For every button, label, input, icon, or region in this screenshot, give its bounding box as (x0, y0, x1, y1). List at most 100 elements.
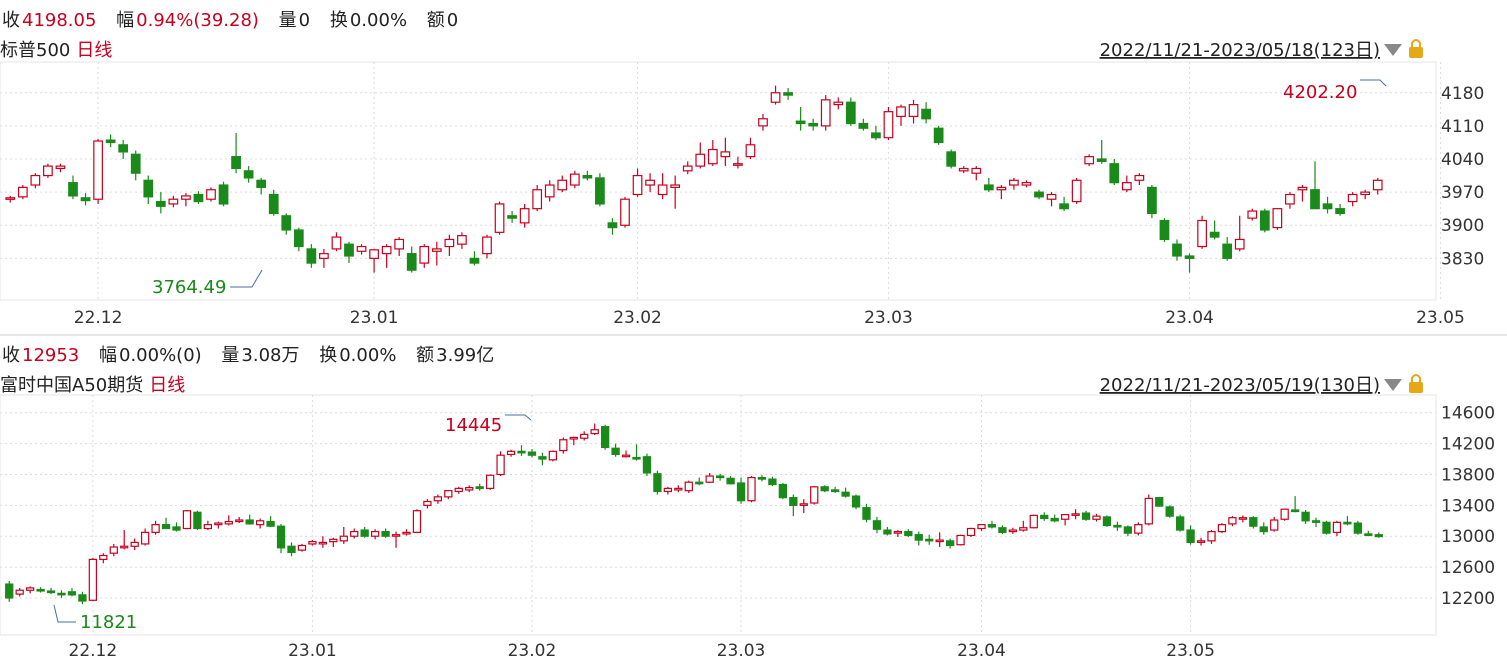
candle-body-up (1071, 513, 1080, 516)
y-tick-label: 3970 (1441, 183, 1484, 203)
candle-body-down (276, 525, 286, 549)
candle (423, 499, 432, 509)
candle-body-down (68, 182, 78, 197)
candle (747, 476, 756, 503)
candle (339, 526, 348, 544)
candle-body-up (431, 248, 442, 252)
close-value: 12953 (22, 345, 79, 366)
amt-value: 0 (447, 10, 458, 31)
date-range[interactable]: 2022/11/21-2023/05/18(123日) (1100, 40, 1380, 61)
candle-body-down (768, 478, 777, 486)
x-tick-label: 23.02 (613, 308, 662, 328)
candle-body-down (808, 122, 819, 127)
candle (1249, 516, 1258, 529)
candle (297, 543, 307, 552)
candle-body-down (872, 520, 882, 530)
candle-body-down (118, 144, 129, 153)
candle-body-up (747, 476, 756, 502)
date-range[interactable]: 2022/11/21-2023/05/19(130日) (1100, 375, 1380, 396)
candle (1165, 505, 1174, 518)
x-tick-label: 23.04 (1165, 308, 1214, 328)
candle-body-up (1272, 208, 1283, 229)
candle (726, 476, 735, 485)
candle-body-up (621, 454, 631, 458)
candle-body-down (256, 179, 267, 188)
candle-body-down (1109, 163, 1120, 184)
lock-icon[interactable] (1409, 374, 1423, 393)
candle (1374, 532, 1383, 538)
candle-body-up (657, 184, 668, 196)
candle (256, 177, 267, 195)
candle (670, 175, 681, 209)
candle (642, 453, 652, 477)
candle (908, 99, 919, 124)
candle (1144, 494, 1153, 526)
candle (1335, 203, 1345, 216)
candle-body-up (684, 481, 693, 492)
candle (1186, 525, 1195, 545)
amp-label: 幅 (99, 345, 117, 366)
candle-body-up (494, 203, 505, 233)
candle-body-down (582, 174, 593, 179)
candle-body-up (645, 179, 655, 186)
candle-body-up (350, 530, 359, 537)
period-label[interactable]: 日线 (149, 375, 185, 396)
candle-body-up (1297, 186, 1308, 191)
candle (350, 528, 359, 539)
candle (983, 177, 994, 193)
candle (57, 590, 66, 598)
candle-body-down (268, 193, 279, 215)
candle-body-down (914, 534, 923, 541)
candle-body-up (670, 184, 681, 188)
candle-body-up (1228, 517, 1237, 525)
candle-body-up (339, 535, 348, 542)
candle-body-down (925, 538, 934, 542)
candle (841, 487, 850, 498)
dropdown-triangle-icon[interactable] (1384, 44, 1402, 56)
candle-body-up (329, 538, 338, 543)
candle (977, 523, 986, 531)
candle (235, 516, 244, 524)
candle (935, 532, 944, 548)
candle-body-down (795, 120, 806, 125)
candle-body-up (1332, 521, 1342, 533)
candle (1172, 239, 1182, 261)
x-tick-label: 23.02 (508, 641, 557, 661)
candle-body-up (720, 151, 731, 158)
amp-value: 0.94%(39.28) (136, 10, 259, 31)
lock-icon[interactable] (1409, 39, 1423, 58)
candle (1297, 185, 1308, 202)
candle (67, 587, 77, 597)
candle-body-down (507, 215, 517, 219)
candle-body-up (506, 450, 516, 456)
period-label[interactable]: 日线 (76, 40, 112, 61)
candle-body-down (1147, 186, 1157, 215)
candle (43, 163, 53, 178)
candle-body-down (946, 151, 957, 167)
candle-body-up (1084, 156, 1095, 165)
candle (1197, 215, 1207, 249)
dropdown-triangle-icon[interactable] (1384, 379, 1402, 391)
candle (1029, 514, 1038, 529)
candle (1034, 189, 1044, 200)
candle-body-up (956, 534, 965, 546)
y-axis: 4180 4110 4040 3970 3900 3830 (1441, 84, 1484, 270)
candle (105, 134, 116, 148)
candle (475, 483, 484, 491)
candle-body-up (1008, 529, 1018, 533)
candle (1259, 208, 1270, 233)
vol-value: 3.08万 (241, 345, 299, 366)
candle-body-down (293, 229, 304, 248)
candle-body-down (1259, 210, 1270, 231)
candle (15, 587, 24, 597)
x-axis: 22.12 23.01 23.02 23.03 23.04 23.05 (69, 641, 1215, 661)
candle (946, 149, 957, 169)
candle-body-up (93, 140, 103, 200)
candle-body-down (1335, 208, 1345, 215)
candle-body-up (544, 184, 555, 198)
y-tick-label: 13400 (1441, 496, 1495, 516)
candle-body-down (306, 248, 317, 264)
candle-body-down (1322, 203, 1333, 210)
